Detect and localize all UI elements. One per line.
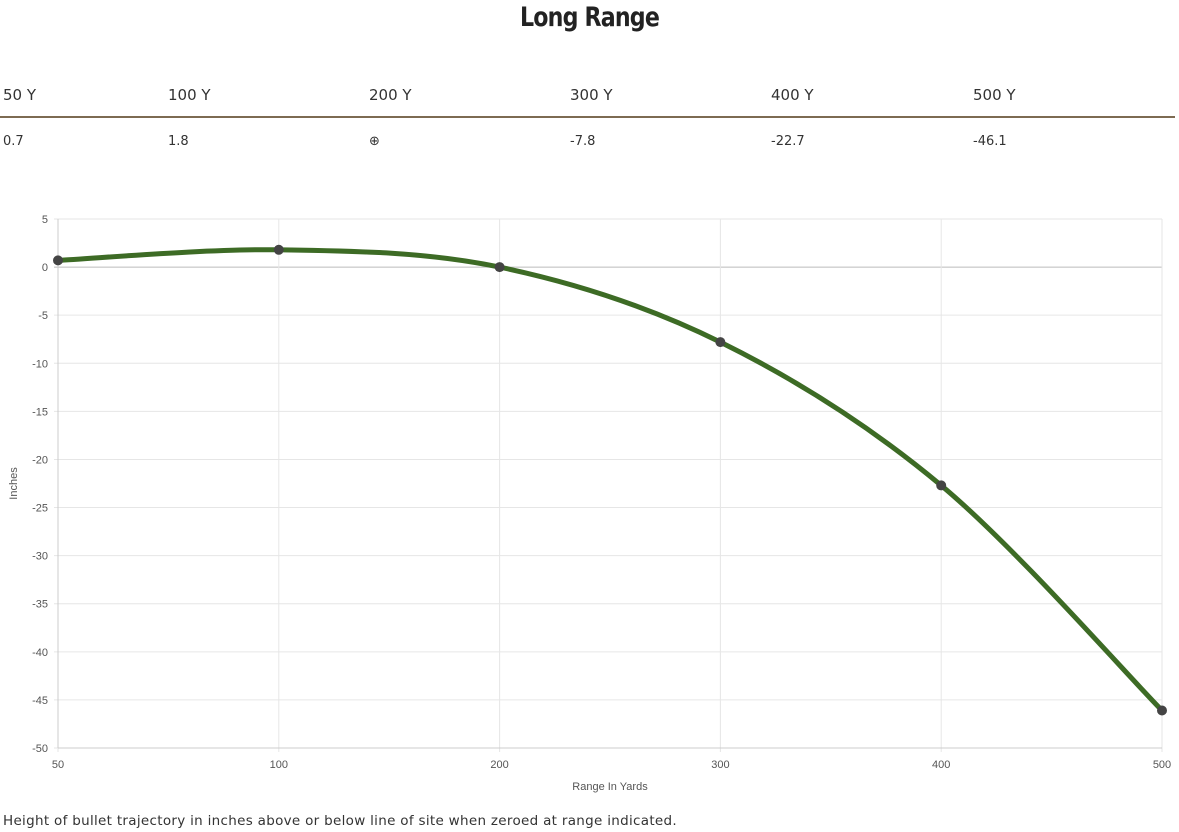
table-value: ⊕: [369, 134, 380, 149]
data-point: [494, 262, 505, 273]
table-value: -7.8: [570, 134, 596, 149]
series-line: [55, 247, 1165, 713]
x-tick-label: 500: [1153, 759, 1171, 771]
x-tick-label: 100: [270, 759, 288, 771]
y-axis-label: Inches: [8, 467, 20, 500]
table-header: 50 Y: [3, 86, 37, 104]
y-tick-label: -30: [32, 551, 48, 563]
y-tick-label: -15: [32, 406, 48, 418]
y-tick-label: -35: [32, 599, 48, 611]
data-point: [273, 244, 284, 255]
table-header: 300 Y: [570, 86, 613, 104]
y-tick-label: -40: [32, 647, 48, 659]
table-header: 100 Y: [168, 86, 211, 104]
table-header-row: 50 Y 100 Y 200 Y 300 Y 400 Y 500 Y: [0, 82, 1175, 118]
x-tick-label: 300: [711, 759, 729, 771]
table-value: 0.7: [3, 134, 24, 149]
trajectory-table: 50 Y 100 Y 200 Y 300 Y 400 Y 500 Y 0.7 1.8 ⊕ -7.…: [0, 82, 1175, 149]
table-header: 400 Y: [771, 86, 814, 104]
table-value: -22.7: [771, 134, 805, 149]
data-point: [53, 255, 63, 266]
y-tick-label: -5: [38, 310, 48, 322]
x-tick-label: 50: [52, 759, 64, 771]
y-tick-label: 5: [42, 214, 48, 226]
y-tick-label: -45: [32, 695, 48, 707]
table-value: 1.8: [168, 134, 189, 149]
y-tick-label: -10: [32, 358, 48, 370]
x-tick-label: 400: [932, 759, 950, 771]
y-tick-label: -20: [32, 454, 48, 466]
table-header: 500 Y: [973, 86, 1016, 104]
data-point: [715, 337, 726, 348]
x-tick-label: 200: [490, 759, 508, 771]
table-header: 200 Y: [369, 86, 412, 104]
y-tick-label: -25: [32, 503, 48, 515]
data-point: [936, 480, 947, 491]
footnote: Height of bullet trajectory in inches ab…: [3, 813, 677, 829]
x-axis-label: Range In Yards: [572, 781, 648, 793]
page-title: Long Range: [519, 2, 660, 33]
table-value: -46.1: [973, 134, 1007, 149]
y-tick-label: 0: [42, 262, 48, 274]
table-value-row: 0.7 1.8 ⊕ -7.8 -22.7 -46.1: [0, 130, 1175, 160]
data-point: [1157, 705, 1167, 716]
y-tick-label: -50: [32, 743, 48, 755]
